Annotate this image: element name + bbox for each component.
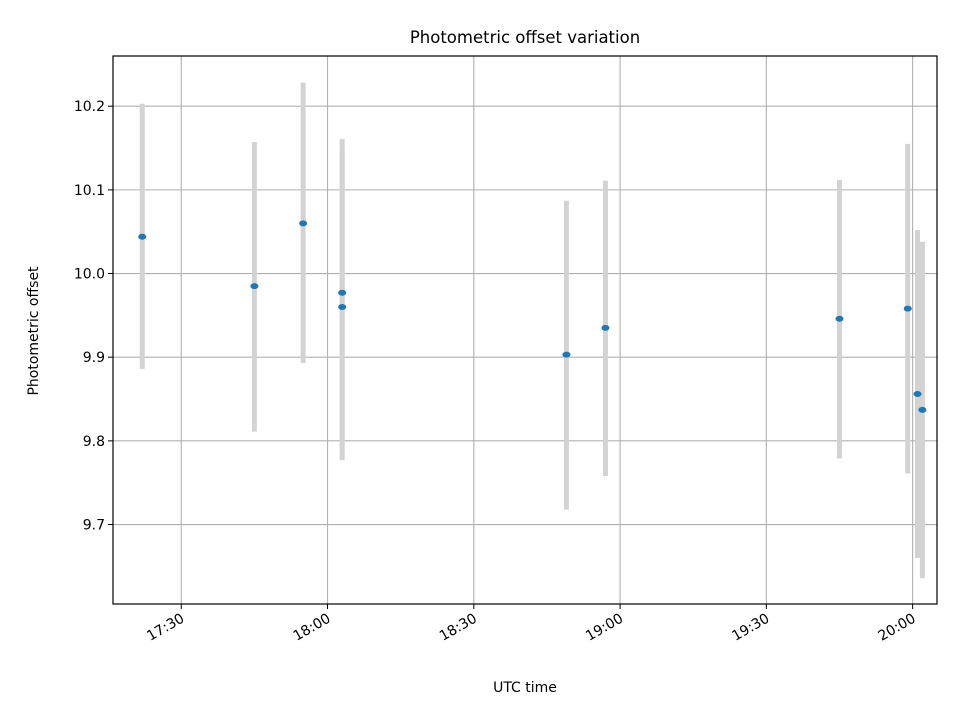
chart-title: Photometric offset variation [410, 28, 640, 47]
data-point [835, 315, 844, 322]
y-axis-label: Photometric offset [26, 266, 42, 396]
data-point [338, 289, 347, 296]
y-tick-label: 10.2 [74, 99, 105, 115]
data-point [918, 406, 927, 413]
plot-frame [112, 55, 938, 605]
data-point [601, 324, 610, 331]
y-tick-label: 9.9 [83, 350, 105, 366]
data-point [338, 303, 347, 310]
x-axis-label: UTC time [493, 680, 557, 696]
data-point [138, 233, 147, 240]
y-tick-label: 9.8 [83, 434, 105, 450]
y-axis-ticks: 9.7 9.8 9.9 10.0 10.1 10.2 [74, 99, 113, 534]
data-point [250, 283, 259, 290]
data-point [903, 305, 912, 312]
y-tick-label: 10.1 [74, 183, 105, 199]
y-tick-label: 10.0 [74, 267, 105, 283]
data-points [138, 220, 927, 413]
data-point [913, 391, 922, 398]
data-point [562, 351, 571, 358]
data-point [299, 220, 308, 227]
grid [113, 56, 937, 604]
y-tick-label: 9.7 [83, 518, 105, 534]
